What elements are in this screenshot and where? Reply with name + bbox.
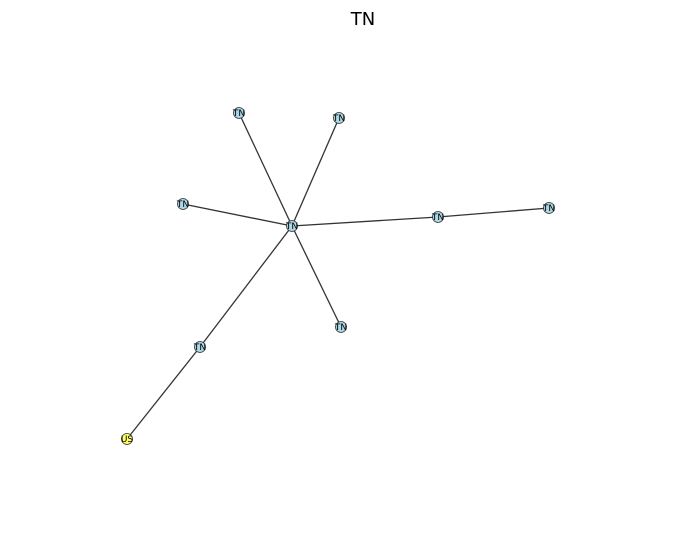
node-marker — [286, 220, 298, 232]
graph-node: TN — [232, 107, 245, 119]
graph-node: TN — [431, 211, 444, 223]
node-marker — [177, 198, 189, 210]
node-marker — [121, 433, 133, 445]
node-label: TN — [176, 200, 189, 210]
node-label: US — [121, 435, 134, 445]
node-label: TN — [193, 343, 206, 353]
graph-node: TN — [332, 112, 345, 124]
node-marker — [432, 211, 444, 223]
graph-edge — [291, 117, 340, 227]
graph-node: TN — [334, 321, 347, 333]
node-marker — [543, 202, 555, 214]
graph-edge — [437, 207, 550, 218]
graph-edge — [238, 112, 293, 227]
node-marker — [333, 112, 345, 124]
node-label: TN — [542, 204, 555, 214]
graph-edge — [291, 216, 439, 227]
graph-node: US — [121, 433, 134, 445]
node-marker — [194, 341, 206, 353]
graph-node: TN — [176, 198, 189, 210]
graph-title: TN — [350, 9, 375, 30]
nodes-layer: TN TN TN TN TN TN TN TN US — [121, 107, 555, 445]
node-label: TN — [285, 222, 298, 232]
graph-edge — [291, 225, 342, 328]
node-label: TN — [431, 213, 444, 223]
node-marker — [335, 321, 347, 333]
node-label: TN — [334, 323, 347, 333]
graph-edge — [199, 225, 293, 348]
graph-node: TN — [285, 220, 298, 232]
edges-layer — [126, 112, 550, 440]
node-label: TN — [332, 114, 345, 124]
node-marker — [233, 107, 245, 119]
graph-node: TN — [542, 202, 555, 214]
graph-edge — [126, 346, 201, 440]
graph-node: TN — [193, 341, 206, 353]
node-label: TN — [232, 109, 245, 119]
graph-edge — [182, 203, 293, 227]
